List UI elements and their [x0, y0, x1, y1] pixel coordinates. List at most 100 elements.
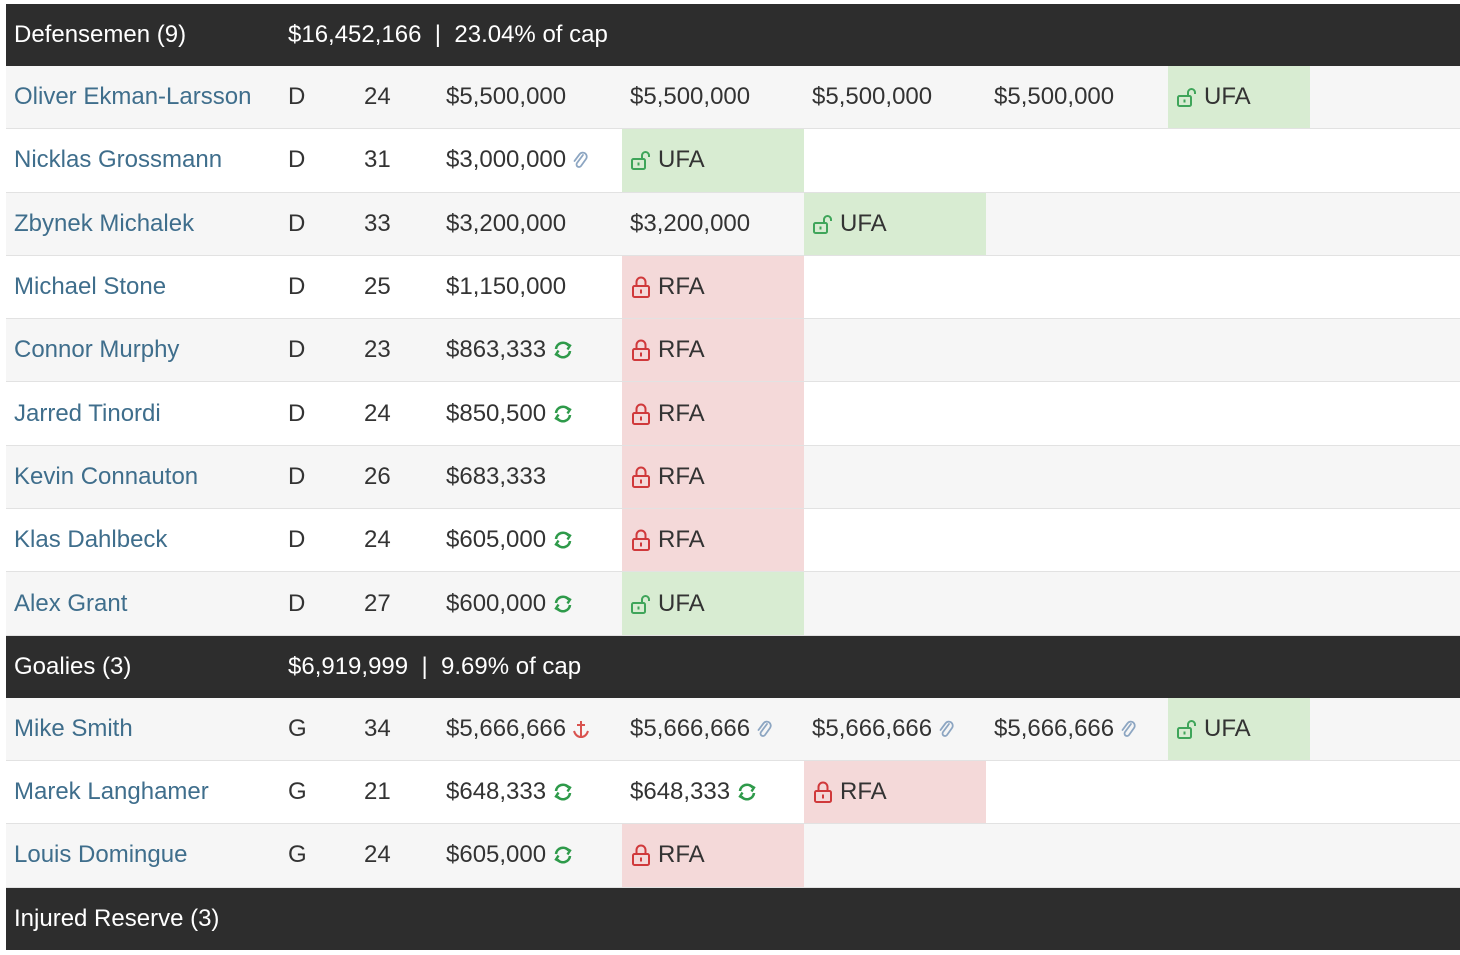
player-position: D: [288, 399, 306, 427]
status-label: UFA: [1204, 83, 1251, 111]
player-age: 26: [364, 462, 391, 490]
salary-amount: $5,500,000: [812, 83, 933, 111]
player-age: 27: [364, 589, 391, 617]
section-title: Goalies (3): [14, 652, 132, 680]
player-name-link[interactable]: Michael Stone: [14, 273, 167, 301]
salary-cell: $3,200,000: [446, 193, 566, 255]
player-row: Connor Murphy D 23 $863,333 RFA: [6, 319, 1460, 383]
salary-amount: $3,200,000: [630, 209, 751, 237]
player-name-link[interactable]: Mike Smith: [14, 714, 133, 742]
player-name-link[interactable]: Alex Grant: [14, 589, 128, 617]
player-position: G: [288, 778, 307, 806]
player-name-link[interactable]: Jarred Tinordi: [14, 399, 161, 427]
salary-amount: $850,500: [446, 399, 547, 427]
salary-amount: $648,333: [630, 778, 731, 806]
player-name-link[interactable]: Connor Murphy: [14, 336, 180, 364]
salary-cell: $648,333: [446, 761, 574, 823]
refresh-icon: [552, 403, 574, 425]
player-row: Kevin Connauton D 26 $683,333 RFA: [6, 445, 1460, 510]
salary-amount: $605,000: [446, 526, 547, 554]
status-label: RFA: [658, 399, 705, 427]
player-name-link[interactable]: Louis Domingue: [14, 841, 188, 869]
salary-amount: $605,000: [446, 841, 547, 869]
refresh-icon: [736, 781, 758, 803]
salary-cell: $605,000: [446, 824, 574, 886]
section-title: Injured Reserve (3): [14, 904, 220, 932]
salary-cell: $1,150,000: [446, 256, 566, 318]
salary-cell: $683,333: [446, 446, 546, 508]
refresh-icon: [552, 529, 574, 551]
status-label: RFA: [658, 336, 705, 364]
salary-amount: $3,200,000: [446, 209, 567, 237]
salary-cell: $5,500,000: [804, 66, 986, 128]
player-age: 24: [364, 526, 391, 554]
player-row: Alex Grant D 27 $600,000 UFA: [6, 572, 1460, 636]
salary-cell: $5,666,666: [986, 698, 1168, 760]
salary-amount: $5,666,666: [812, 714, 933, 742]
rfa-status-cell: RFA: [622, 319, 804, 382]
player-position: D: [288, 336, 306, 364]
lock-icon: [812, 780, 834, 804]
salary-cell: $605,000: [446, 509, 574, 571]
player-name-link[interactable]: Nicklas Grossmann: [14, 146, 223, 174]
salary-cell: $850,500: [446, 382, 574, 444]
lock-icon: [630, 275, 652, 299]
salary-amount: $5,666,666: [630, 714, 751, 742]
salary-cell: $863,333: [446, 319, 574, 381]
player-row: Klas Dahlbeck D 24 $605,000 RFA: [6, 509, 1460, 573]
player-row: Nicklas Grossmann D 31 $3,000,000 UFA: [6, 129, 1460, 193]
refresh-icon: [552, 781, 574, 803]
salary-amount: $1,150,000: [446, 273, 567, 301]
salary-cell: $600,000: [446, 572, 574, 634]
player-name-link[interactable]: Oliver Ekman-Larsson: [14, 83, 252, 111]
salary-amount: $600,000: [446, 589, 547, 617]
rfa-status-cell: RFA: [622, 445, 804, 509]
salary-cell: $5,500,000: [446, 66, 566, 128]
refresh-icon: [552, 339, 574, 361]
paperclip-icon: [572, 149, 588, 171]
player-age: 24: [364, 841, 391, 869]
lock-icon: [630, 338, 652, 362]
player-name-link[interactable]: Kevin Connauton: [14, 462, 199, 490]
player-position: G: [288, 714, 307, 742]
anchor-icon: [572, 718, 590, 740]
status-label: RFA: [840, 778, 887, 806]
status-label: RFA: [658, 273, 705, 301]
section-header: Injured Reserve (3): [6, 887, 1460, 950]
player-age: 24: [364, 83, 391, 111]
salary-amount: $5,666,666: [994, 714, 1115, 742]
unlock-icon: [630, 593, 652, 615]
player-name-link[interactable]: Marek Langhamer: [14, 778, 209, 806]
player-row: Marek Langhamer G 21 $648,333 $648,333 RFA: [6, 760, 1460, 825]
player-row: Mike Smith G 34 $5,666,666 $5,666,666 $5,666,…: [6, 697, 1460, 761]
rfa-status-cell: RFA: [804, 760, 986, 824]
status-label: UFA: [658, 146, 705, 174]
rfa-status-cell: RFA: [622, 255, 804, 319]
ufa-status-cell: UFA: [622, 572, 804, 635]
lock-icon: [630, 528, 652, 552]
player-position: D: [288, 83, 306, 111]
rfa-status-cell: RFA: [622, 509, 804, 572]
unlock-icon: [630, 149, 652, 171]
salary-cell: $3,200,000: [622, 193, 804, 255]
salary-amount: $648,333: [446, 778, 547, 806]
status-label: RFA: [658, 526, 705, 554]
salary-amount: $863,333: [446, 336, 547, 364]
player-position: D: [288, 526, 306, 554]
paperclip-icon: [756, 718, 772, 740]
salary-cell: $5,666,666: [622, 698, 804, 760]
salary-amount: $5,500,000: [630, 83, 751, 111]
rfa-status-cell: RFA: [622, 382, 804, 445]
unlock-icon: [812, 213, 834, 235]
player-row: Zbynek Michalek D 33 $3,200,000 $3,200,000 UF…: [6, 192, 1460, 256]
player-position: D: [288, 589, 306, 617]
player-name-link[interactable]: Zbynek Michalek: [14, 209, 195, 237]
player-name-link[interactable]: Klas Dahlbeck: [14, 526, 168, 554]
salary-cell: $5,500,000: [622, 66, 804, 128]
player-position: D: [288, 209, 306, 237]
player-position: D: [288, 462, 306, 490]
refresh-icon: [552, 844, 574, 866]
player-position: D: [288, 146, 306, 174]
player-age: 21: [364, 778, 391, 806]
ufa-status-cell: UFA: [1168, 697, 1310, 760]
